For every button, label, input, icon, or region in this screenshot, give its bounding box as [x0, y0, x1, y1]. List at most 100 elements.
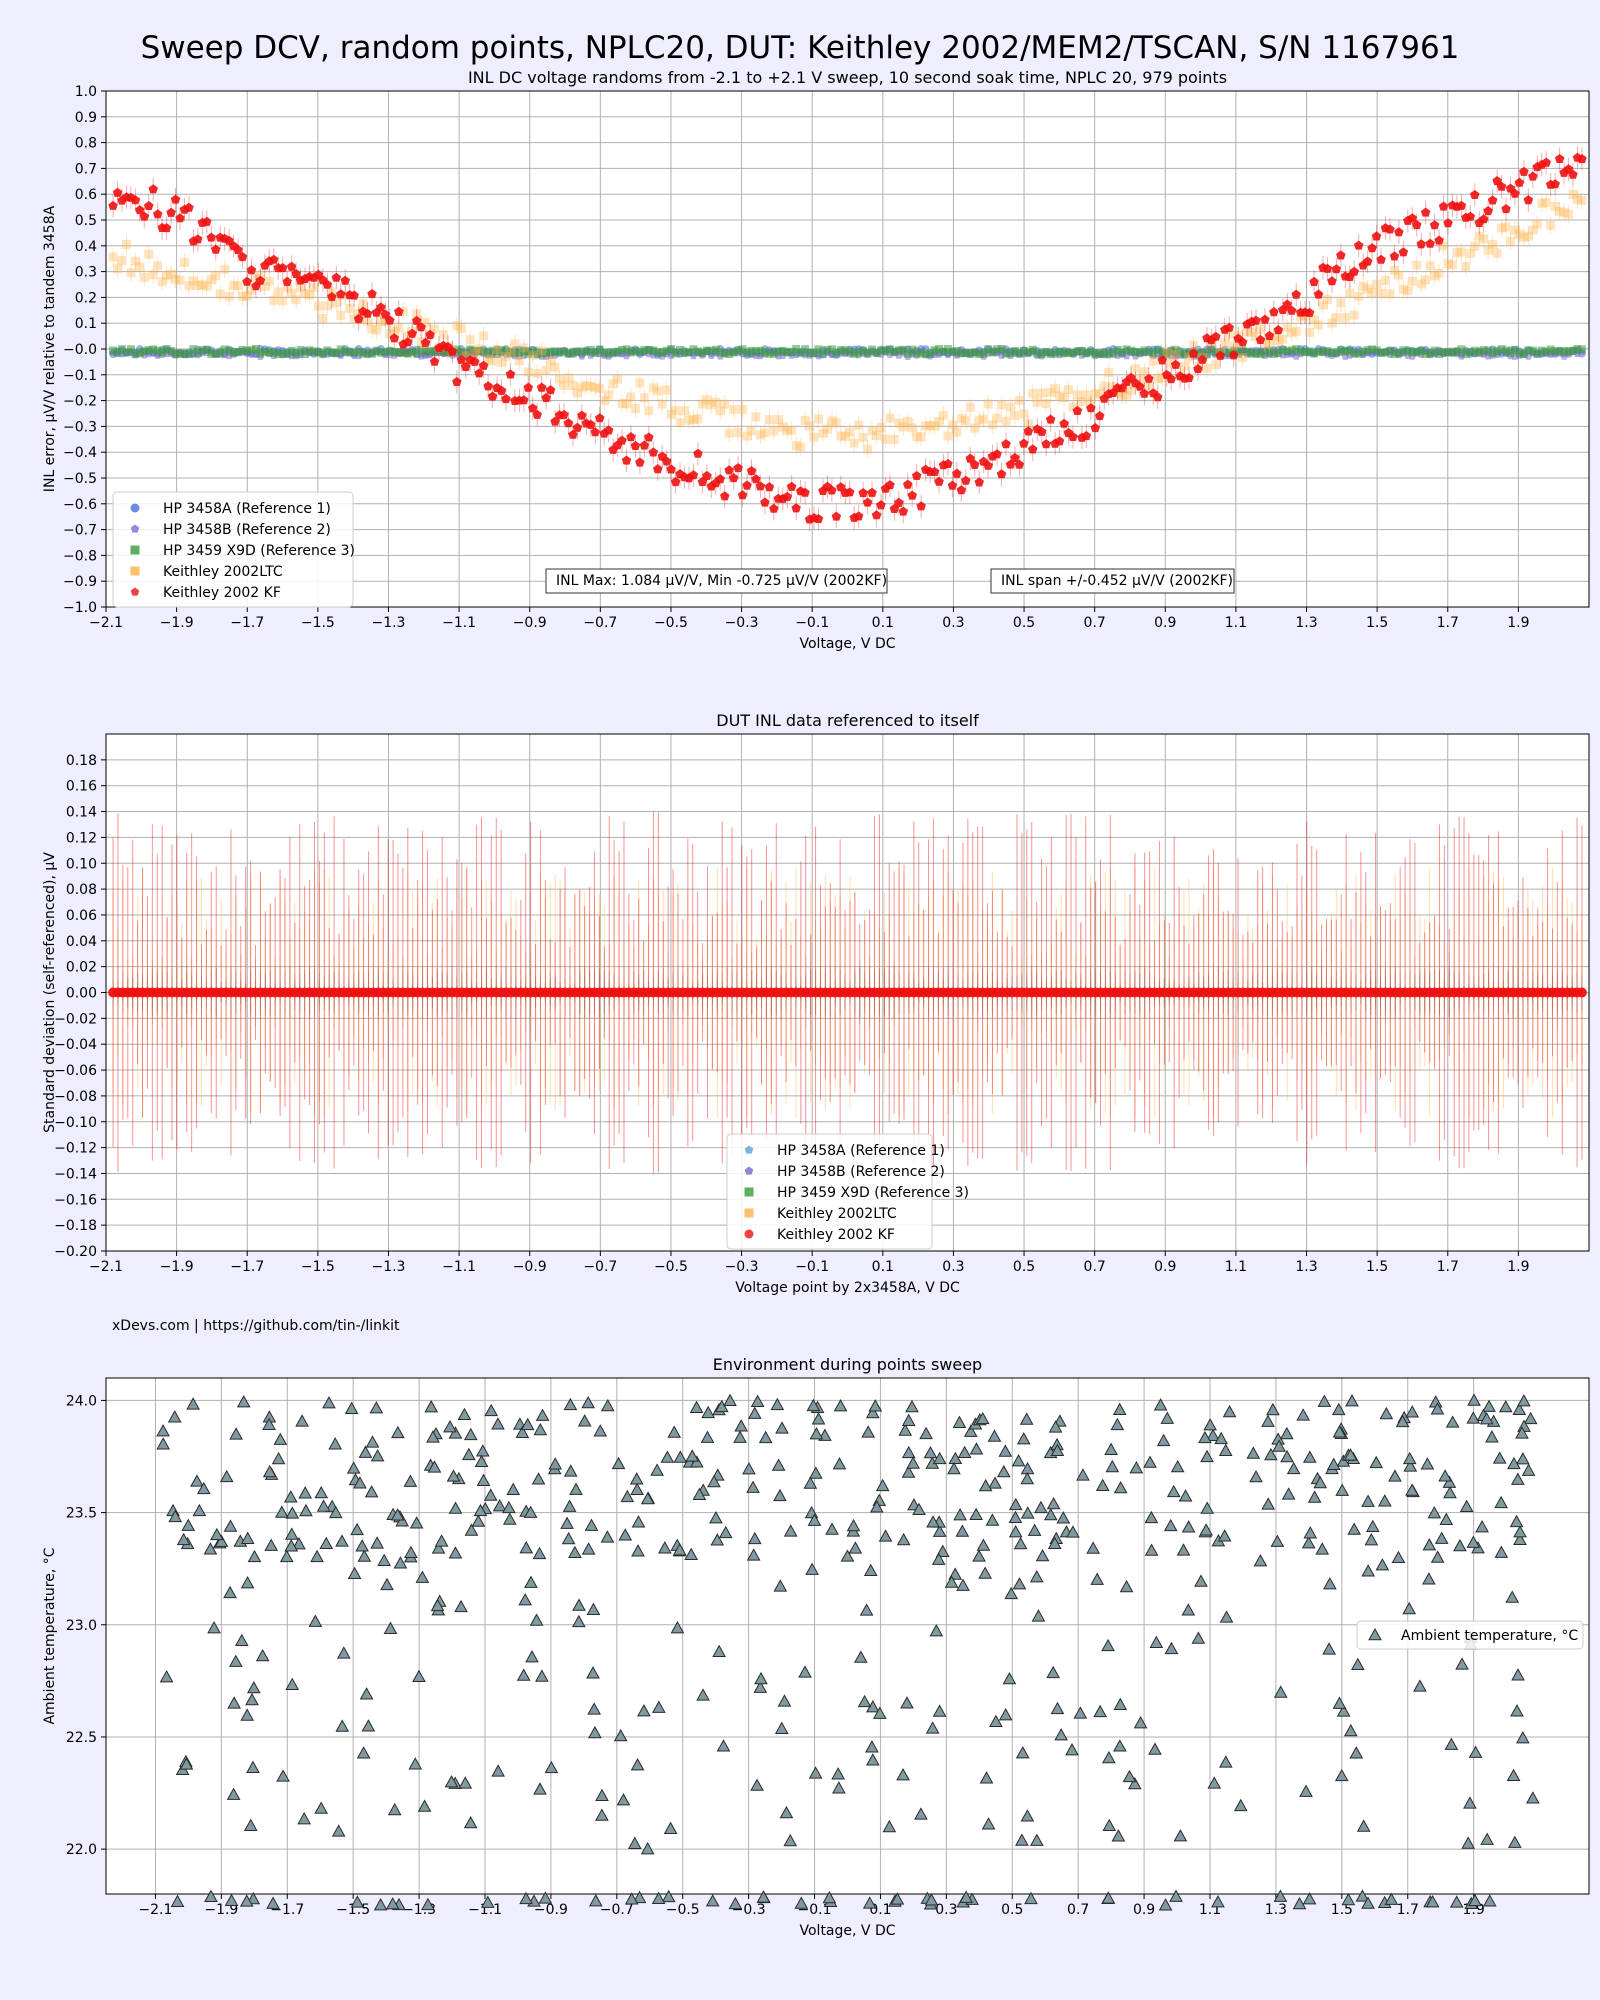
kf-point: [536, 382, 547, 392]
ltc-point: [255, 270, 265, 280]
ltc-point: [916, 432, 926, 442]
y-tick-label: 0.2: [75, 290, 97, 306]
ltc-point: [363, 316, 373, 326]
kf-point: [626, 432, 636, 442]
ltc-point: [796, 442, 806, 452]
ltc-point: [1148, 356, 1158, 366]
reference-point: [399, 348, 408, 357]
y-tick-label: 0.9: [75, 110, 97, 126]
ltc-point: [1211, 360, 1221, 370]
reference-point: [497, 346, 506, 355]
reference-point: [662, 346, 671, 355]
reference-point: [1051, 348, 1060, 357]
reference-point: [1260, 349, 1269, 358]
ltc-point: [1296, 312, 1306, 322]
reference-point: [868, 345, 877, 354]
reference-point: [243, 346, 252, 355]
reference-point: [1225, 348, 1234, 357]
reference-point: [336, 345, 345, 354]
kf-point: [1282, 299, 1292, 309]
kf-point: [1153, 392, 1163, 402]
ltc-point: [322, 301, 332, 311]
reference-point: [1546, 345, 1555, 354]
reference-point: [1220, 348, 1229, 357]
kf-point: [1228, 350, 1239, 360]
kf-point: [1068, 432, 1078, 441]
kf-point: [1224, 322, 1234, 332]
reference-point: [149, 345, 158, 354]
ltc-point: [421, 317, 431, 327]
reference-point: [323, 346, 332, 355]
reference-point: [1368, 345, 1377, 354]
ltc-point: [220, 264, 230, 274]
kf-point: [1014, 459, 1025, 469]
reference-point: [653, 347, 662, 356]
ltc-point: [403, 331, 413, 341]
reference-point: [1211, 349, 1220, 358]
reference-point: [604, 349, 613, 358]
ltc-point: [1510, 225, 1520, 235]
ltc-point: [117, 256, 127, 266]
reference-point: [1292, 345, 1301, 354]
ltc-point: [1497, 223, 1507, 233]
kf-point: [139, 211, 150, 221]
reference-point: [1510, 346, 1519, 355]
ltc-point: [162, 271, 172, 281]
y-tick-label: −0.0: [63, 342, 97, 358]
ltc-point: [532, 368, 542, 378]
ltc-point: [858, 433, 868, 443]
kf-point: [827, 485, 837, 495]
reference-point: [1403, 347, 1412, 356]
kf-point: [764, 482, 775, 492]
reference-point: [1006, 349, 1015, 358]
kf-point: [175, 213, 185, 223]
reference-point: [1131, 347, 1140, 356]
kf-point: [1255, 335, 1266, 344]
ltc-point: [1273, 336, 1283, 346]
ltc-point: [233, 281, 243, 291]
ltc-point: [130, 256, 140, 266]
ltc-point: [800, 415, 810, 425]
kf-point: [1193, 364, 1203, 374]
reference-point: [256, 349, 265, 358]
kf-point: [1188, 348, 1199, 358]
chart-title: Environment during points sweep: [713, 1355, 982, 1374]
kf-point: [170, 194, 181, 204]
kf-point: [586, 419, 596, 429]
reference-point: [1555, 347, 1564, 356]
ltc-point: [278, 296, 288, 306]
reference-point: [1140, 346, 1149, 355]
y-tick-label: 0.3: [75, 265, 97, 281]
ltc-point: [568, 380, 578, 390]
kf-point: [786, 481, 797, 491]
kf-point: [572, 422, 583, 432]
ltc-point: [555, 374, 565, 384]
kf-point: [376, 302, 386, 312]
reference-point: [1350, 349, 1359, 358]
ltc-point: [1514, 229, 1524, 239]
ltc-point: [1019, 409, 1029, 419]
ltc-point: [318, 314, 328, 324]
reference-point: [1461, 350, 1470, 359]
ltc-point: [979, 414, 989, 424]
ltc-point: [1144, 381, 1154, 391]
reference-point: [479, 347, 488, 356]
ltc-point: [697, 399, 707, 409]
reference-point: [827, 345, 836, 354]
reference-point: [841, 346, 850, 355]
reference-point: [1118, 348, 1127, 357]
ltc-point: [1425, 261, 1435, 271]
ltc-point: [171, 274, 181, 284]
y-tick-label: −0.8: [63, 548, 97, 564]
reference-point: [430, 347, 439, 356]
ltc-point: [1389, 265, 1399, 275]
kf-point: [813, 514, 824, 523]
ltc-point: [662, 385, 672, 395]
y-tick-label: 0.4: [75, 239, 97, 255]
ltc-point: [224, 292, 234, 302]
kf-point: [903, 479, 913, 489]
kf-point: [282, 276, 292, 286]
reference-point: [1345, 346, 1354, 355]
reference-point: [1176, 350, 1185, 359]
ltc-point: [282, 282, 292, 292]
